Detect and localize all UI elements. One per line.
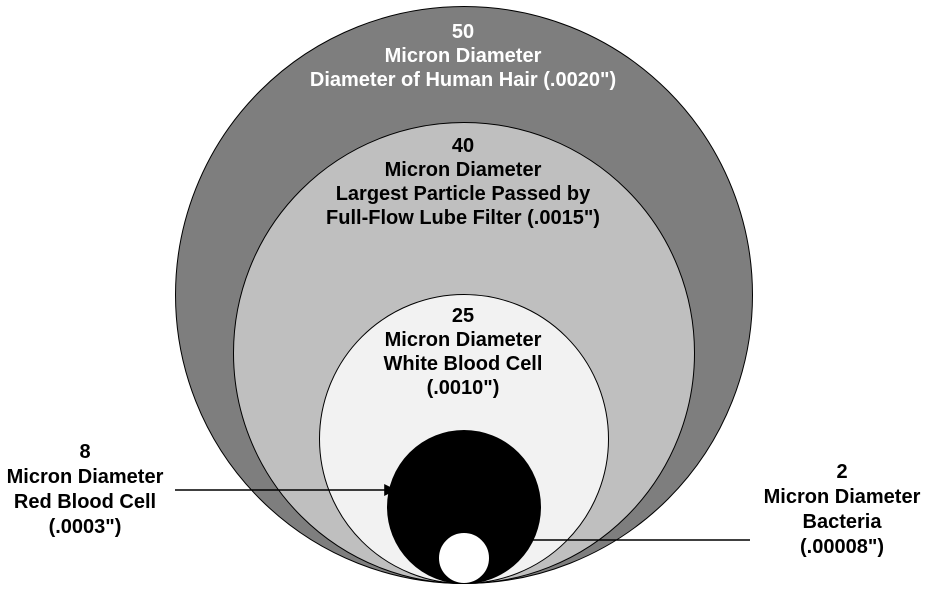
label-human-hair: 50 Micron Diameter Diameter of Human Hai… [163, 20, 763, 92]
circle-bacteria-2 [438, 532, 490, 584]
label-bacteria: 2 Micron Diameter Bacteria (.00008") [732, 460, 927, 560]
label-lube-filter: 40 Micron Diameter Largest Particle Pass… [163, 134, 763, 230]
micron-size-diagram: 50 Micron Diameter Diameter of Human Hai… [0, 0, 927, 603]
label-white-blood-cell: 25 Micron Diameter White Blood Cell (.00… [163, 304, 763, 400]
label-red-blood-cell: 8 Micron Diameter Red Blood Cell (.0003"… [0, 440, 195, 540]
